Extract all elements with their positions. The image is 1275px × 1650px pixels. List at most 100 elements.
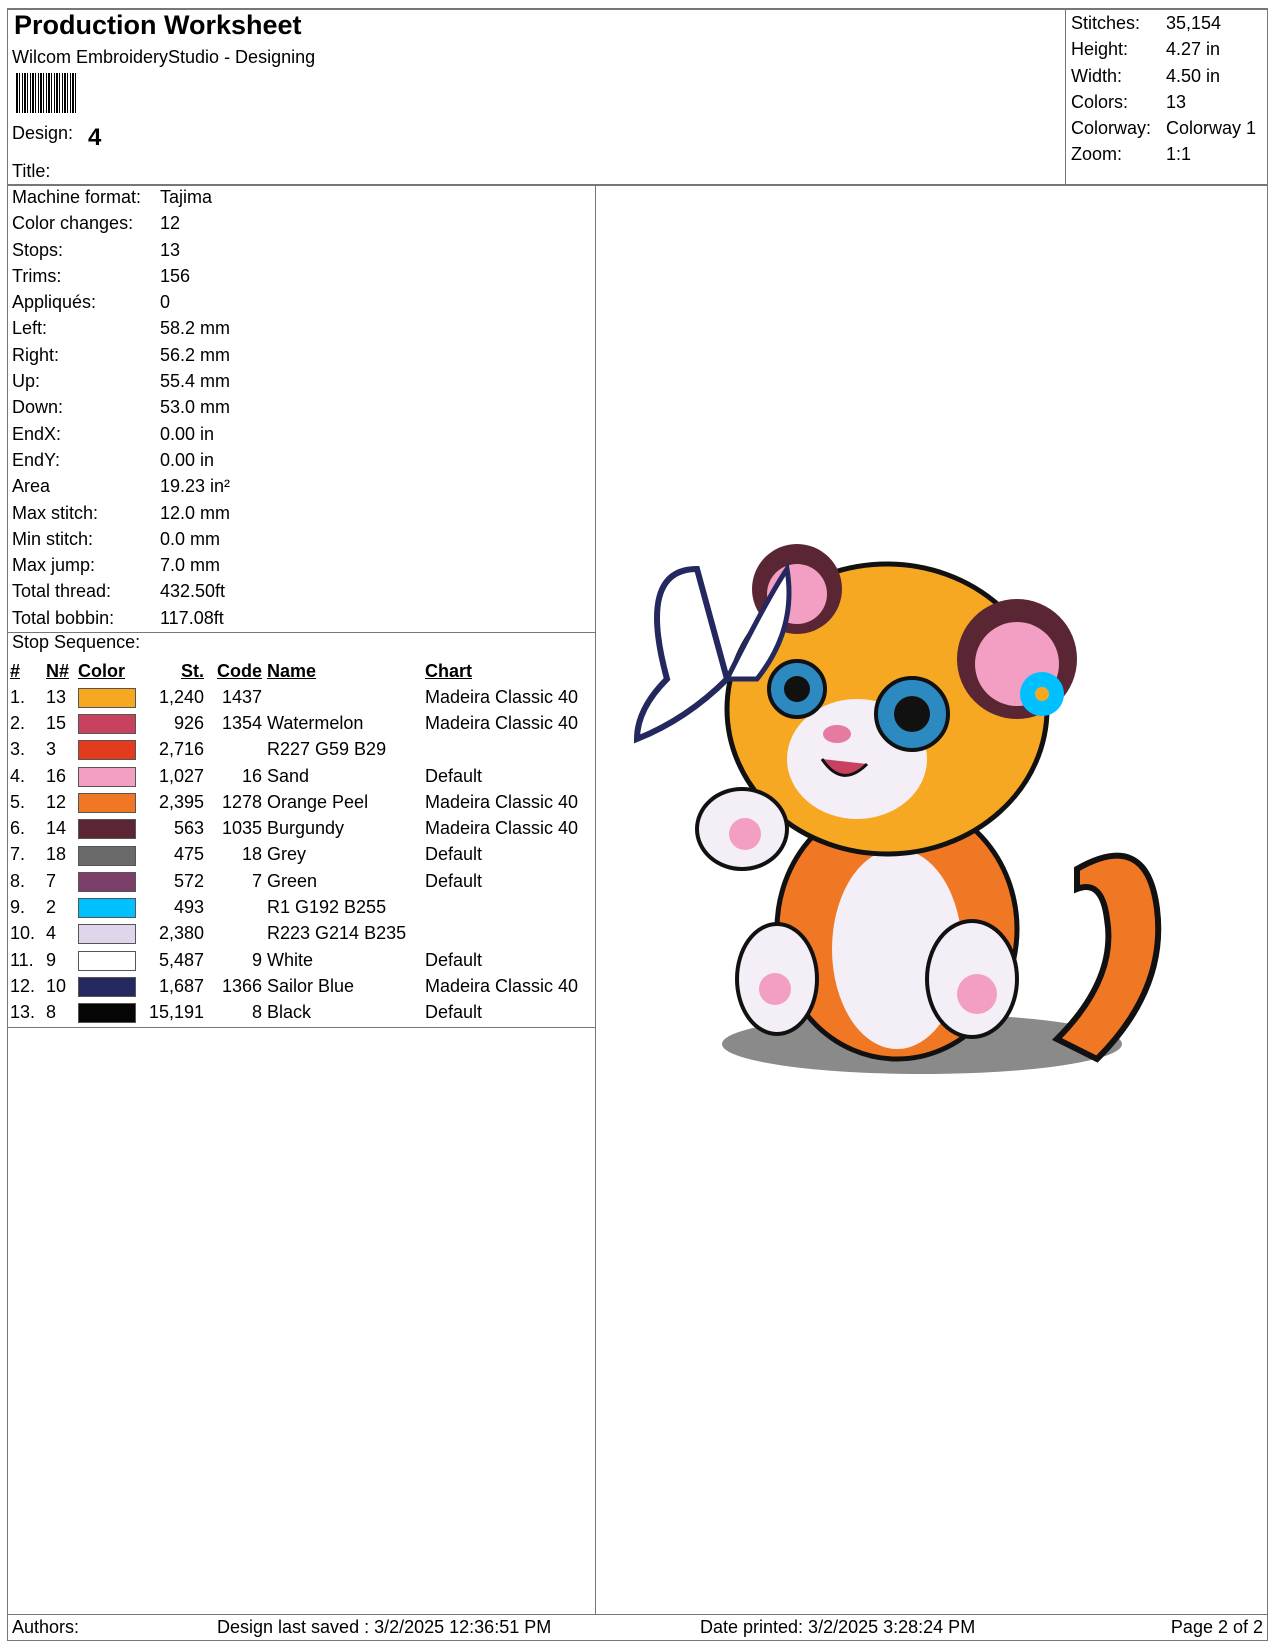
row-name: Green [267, 870, 318, 891]
row-chart: Default [425, 870, 483, 891]
col-stitches: St. [180, 660, 204, 681]
row-name: Orange Peel [267, 791, 369, 812]
row-number: 9. [10, 897, 26, 918]
row-stitches: 563 [173, 818, 204, 839]
row-code [204, 921, 262, 947]
row-chart: Madeira Classic 40 [425, 791, 579, 812]
info-value: 53.0 mm [160, 397, 231, 418]
row-number: 1. [10, 686, 26, 707]
row-name: Sailor Blue [267, 975, 355, 996]
row-stitches: 493 [173, 897, 204, 918]
row-number: 6. [10, 818, 26, 839]
row-code: 9 [251, 949, 262, 970]
table-row: 11. 9 5,487 9 White Default [10, 947, 578, 973]
info-value: 56.2 mm [160, 344, 231, 365]
footer-date-printed: Date printed: 3/2/2025 3:28:24 PM [700, 1617, 976, 1637]
color-swatch [78, 740, 136, 761]
info-label: Machine format: [12, 187, 142, 207]
info-label: Min stitch: [12, 528, 94, 549]
info-label: Appliqués: [12, 292, 97, 313]
row-needle: 8 [46, 1002, 57, 1023]
footer-last-saved: Design last saved : 3/2/2025 12:36:51 PM [217, 1617, 552, 1637]
row-stitches: 5,487 [158, 949, 204, 970]
row-chart: Madeira Classic 40 [425, 686, 579, 707]
table-row: 6. 14 563 1035 Burgundy Madeira Classic … [10, 815, 578, 841]
info-value: 55.4 mm [160, 371, 231, 392]
row-number: 7. [10, 844, 26, 865]
row-code: 16 [241, 765, 262, 786]
row-color [78, 684, 140, 710]
info-value: 117.08ft [160, 607, 224, 628]
row-color [78, 710, 140, 736]
info-label: Area [12, 476, 51, 497]
info-label: Left: [12, 318, 48, 339]
row-stitches: 475 [173, 844, 204, 865]
row-stitches: 1,027 [158, 765, 204, 786]
row-needle: 14 [46, 818, 67, 839]
color-swatch [78, 898, 136, 919]
color-swatch [78, 687, 136, 708]
frame-bottom [7, 1640, 1268, 1641]
row-number: 12. [10, 975, 36, 996]
row-needle: 13 [46, 686, 67, 707]
row-stitches: 926 [173, 712, 204, 733]
info-value: 12.0 mm [160, 502, 231, 523]
color-swatch [78, 871, 136, 892]
row-code: 18 [241, 844, 262, 865]
row-stitches: 2,716 [158, 739, 204, 760]
info-value: 13 [160, 239, 181, 260]
row-code [204, 894, 262, 920]
info-divider [7, 632, 596, 633]
row-color [78, 947, 140, 973]
row-chart: Default [425, 1002, 483, 1023]
col-color: Color [78, 660, 125, 681]
design-label: Design: [12, 123, 74, 143]
row-number: 11. [10, 949, 34, 970]
row-color [78, 973, 140, 999]
color-swatch [78, 819, 136, 840]
row-chart [425, 894, 578, 920]
row-stitches: 1,240 [158, 686, 204, 707]
row-name: Sand [267, 765, 310, 786]
row-code: 1437 [221, 686, 262, 707]
column-divider [595, 185, 596, 1615]
col-chart: Chart [425, 660, 473, 681]
info-label: Max jump: [12, 555, 96, 576]
info-label: EndY: [12, 449, 61, 470]
table-row: 1. 13 1,240 1437 Madeira Classic 40 [10, 684, 578, 710]
row-code: 1354 [221, 712, 262, 733]
table-row: 8. 7 572 7 Green Default [10, 868, 578, 894]
row-needle: 7 [46, 870, 57, 891]
info-label: Max stitch: [12, 502, 99, 523]
software-subtitle: Wilcom EmbroideryStudio - Designing [12, 47, 316, 67]
info-label: Stops: [12, 239, 64, 260]
row-chart [425, 737, 578, 763]
table-row: 9. 2 493 R1 G192 B255 [10, 894, 578, 920]
row-color [78, 737, 140, 763]
header-divider [7, 184, 1268, 186]
row-chart [425, 921, 578, 947]
row-stitches: 2,380 [158, 923, 204, 944]
row-color [78, 921, 140, 947]
info-value: 0.0 mm [160, 528, 221, 549]
row-number: 4. [10, 765, 26, 786]
info-value: 58.2 mm [160, 318, 231, 339]
table-header: # N# Color St. Code Name Chart [10, 658, 578, 684]
info-value: 432.50ft [160, 581, 226, 602]
row-stitches: 2,395 [158, 791, 204, 812]
footer-page-number: Page 2 of 2 [1170, 1617, 1263, 1637]
table-row: 10. 4 2,380 R223 G214 B235 [10, 921, 578, 947]
design-preview-image [633, 544, 1162, 1074]
page-title: Production Worksheet [14, 10, 302, 40]
row-name: Watermelon [267, 712, 364, 733]
row-name: R227 G59 B29 [267, 739, 387, 760]
row-number: 3. [10, 739, 26, 760]
info-label: Total thread: [12, 581, 112, 602]
row-chart: Default [425, 844, 483, 865]
row-number: 10. [10, 923, 36, 944]
table-row: 3. 3 2,716 R227 G59 B29 [10, 737, 578, 763]
row-name: R223 G214 B235 [267, 923, 407, 944]
row-code: 8 [251, 1002, 262, 1023]
info-value: 0.00 in [160, 423, 215, 444]
info-value: 19.23 in² [160, 476, 231, 497]
